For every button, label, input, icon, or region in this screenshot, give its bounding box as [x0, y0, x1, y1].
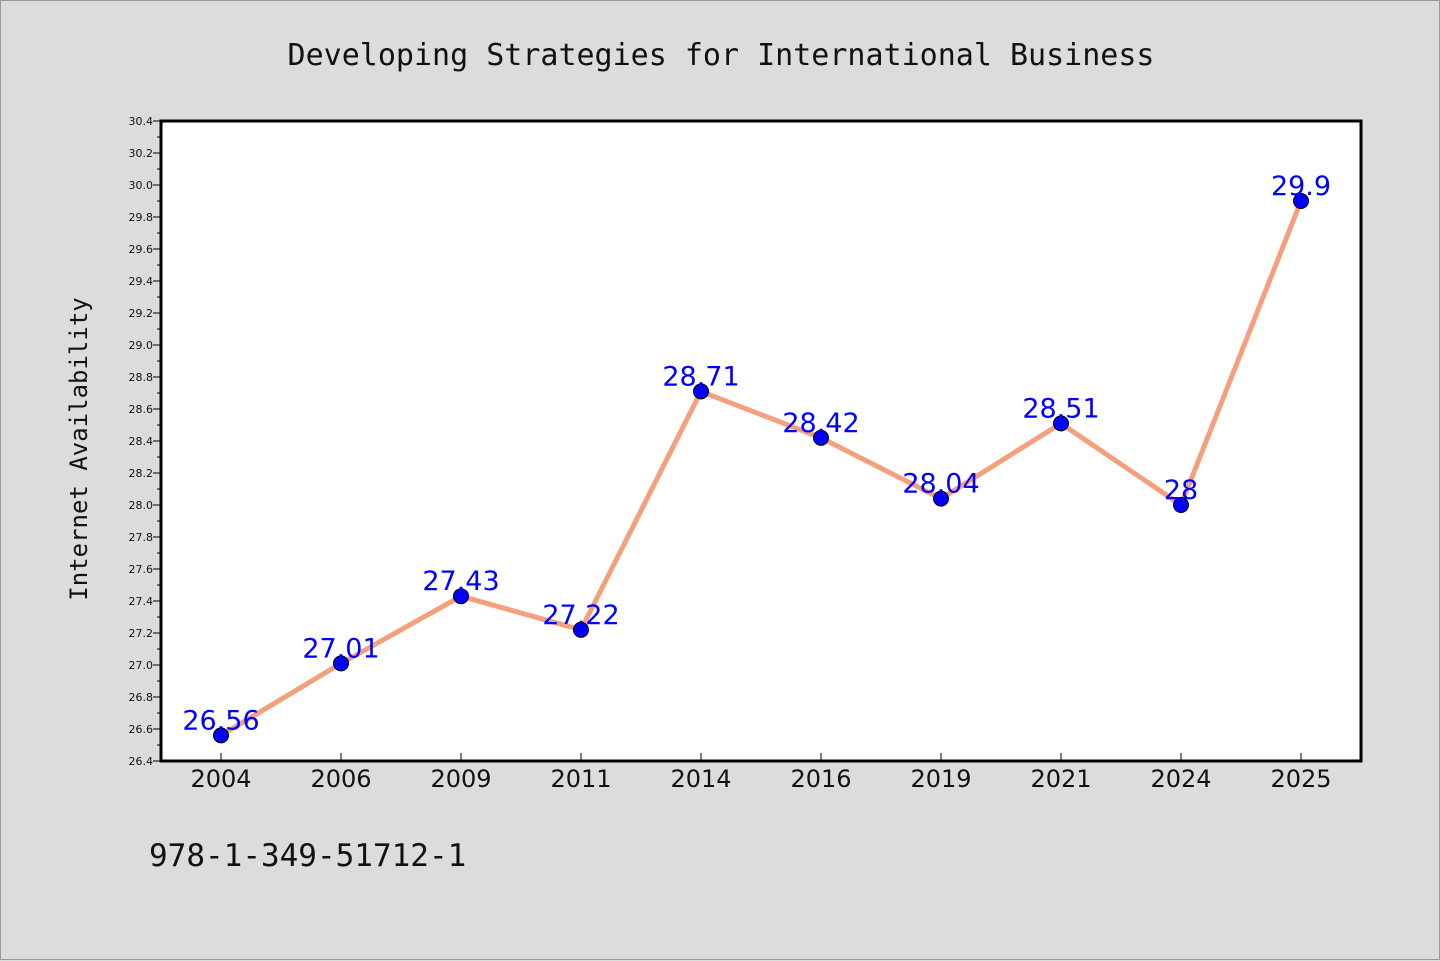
y-tick-label: 29.6	[129, 243, 154, 256]
data-label: 26.56	[182, 705, 259, 736]
data-label: 28.42	[782, 408, 859, 439]
series-layer: 26.56 27.01 27.43 27.22 28.71 28.42 28.04 28.51…	[182, 171, 1331, 744]
y-tick-label: 28.4	[129, 435, 154, 448]
data-point	[333, 655, 349, 672]
x-tick-label: 2016	[790, 765, 851, 793]
data-label: 27.43	[422, 566, 499, 597]
y-tick-label: 27.8	[129, 531, 154, 544]
y-tick-label: 29.0	[129, 339, 154, 352]
data-label: 28.51	[1022, 393, 1099, 424]
data-label: 28.04	[902, 469, 979, 500]
data-point	[213, 727, 229, 744]
y-tick-label: 26.6	[129, 723, 154, 736]
y-tick-label: 26.8	[129, 691, 154, 704]
y-tick-label: 27.0	[129, 659, 154, 672]
x-tick-label: 2011	[550, 765, 611, 793]
data-label: 28.71	[662, 361, 739, 392]
y-tick-label: 29.2	[129, 307, 154, 320]
chart-title: Developing Strategies for International …	[288, 38, 1155, 73]
x-tick-label: 2004	[190, 765, 251, 793]
data-point	[1173, 497, 1189, 513]
data-point	[813, 429, 829, 446]
x-tick-label: 2025	[1270, 765, 1331, 793]
y-tick-label: 29.4	[129, 275, 154, 288]
y-tick-label: 28.0	[129, 499, 154, 512]
data-label: 27.01	[302, 633, 379, 664]
x-tick-label: 2009	[430, 765, 491, 793]
y-tick-label: 28.8	[129, 371, 154, 384]
y-tick-label: 27.2	[129, 627, 154, 640]
y-tick-label: 27.6	[129, 563, 154, 576]
x-tick-label: 2014	[670, 765, 731, 793]
y-tick-label: 29.8	[129, 211, 154, 224]
data-point	[933, 490, 949, 507]
x-tick-label: 2019	[910, 765, 971, 793]
y-axis-label: Internet Availability	[65, 297, 93, 600]
y-tick-label: 28.2	[129, 467, 154, 480]
y-tick-label: 30.0	[129, 179, 154, 192]
data-point	[573, 621, 589, 638]
x-tick-label: 2006	[310, 765, 371, 793]
data-point	[693, 383, 709, 400]
data-label: 29.9	[1271, 171, 1331, 202]
y-tick-label: 30.4	[129, 115, 154, 128]
y-tick-label: 27.4	[129, 595, 154, 608]
data-point	[1053, 415, 1069, 432]
series-line	[218, 198, 1304, 738]
data-label: 28	[1164, 475, 1198, 506]
x-tick-label: 2024	[1150, 765, 1211, 793]
x-axis-ticks: 2004 2006 2009 2011 2014 2016 2019 2021 2024 2025	[190, 753, 1332, 793]
y-tick-label: 28.6	[129, 403, 154, 416]
data-point	[1293, 193, 1309, 209]
y-axis-ticks: 26.4 26.6 26.8 27.0 27.2 27.4 27.6 27.8 28.0 28.2…	[129, 115, 161, 768]
y-tick-label: 26.4	[129, 755, 154, 768]
x-tick-label: 2021	[1030, 765, 1091, 793]
data-label: 27.22	[542, 600, 619, 631]
isbn-label: 978-1-349-51712-1	[149, 838, 466, 874]
y-tick-label: 30.2	[129, 147, 154, 160]
data-point	[453, 588, 469, 605]
